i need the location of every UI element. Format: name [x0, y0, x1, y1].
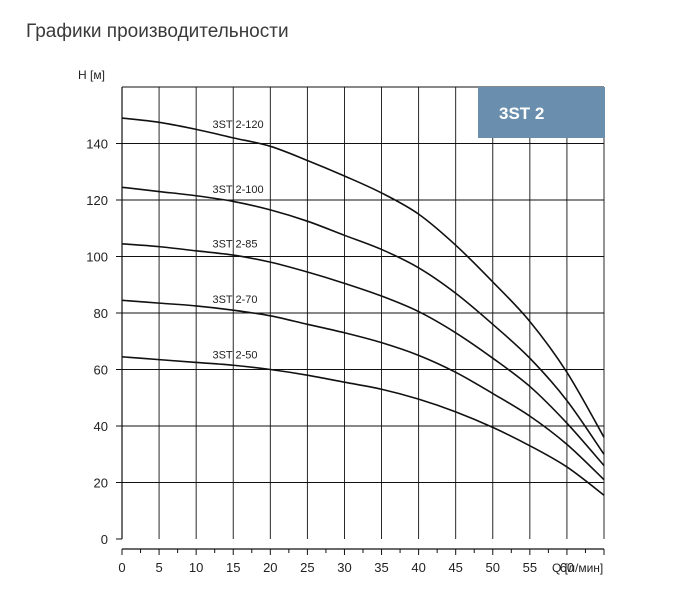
x-tick-label: 0	[118, 560, 125, 575]
x-tick-label: 55	[523, 560, 537, 575]
x-tick-label: 60	[560, 560, 574, 575]
x-tick-label: 45	[448, 560, 462, 575]
grid-layer	[122, 86, 605, 539]
x-tick-label: 5	[155, 560, 162, 575]
series-label-0: 3ST 2-120	[212, 119, 263, 131]
y-tick-label: 140	[86, 137, 108, 152]
y-tick-label: 40	[94, 419, 108, 434]
series-label-3: 3ST 2-70	[212, 294, 257, 306]
y-axis-label: H [м]	[78, 68, 105, 82]
x-tick-label: 30	[337, 560, 351, 575]
x-tick-label: 15	[226, 560, 240, 575]
axis-layer: 0 20 40 60 80 100 120 140 H [м] 0 5 10 15 20 25 30 35 40 4…	[78, 68, 605, 575]
series-curve-3	[121, 299, 605, 481]
series-label-4: 3ST 2-50	[212, 350, 257, 362]
badge-layer: 3ST 2	[478, 87, 605, 138]
x-tick-label: 25	[300, 560, 314, 575]
x-tick-label: 10	[189, 560, 203, 575]
series-label-1: 3ST 2-100	[212, 184, 263, 196]
y-tick-label: 120	[86, 193, 108, 208]
x-axis-label: Q [л/мин]	[552, 561, 603, 575]
series-curve-0	[121, 117, 605, 438]
y-tick-label: 100	[86, 250, 108, 265]
series-curve-2	[121, 242, 605, 467]
model-badge	[478, 87, 605, 138]
series-curve-1	[121, 186, 605, 455]
y-tick-label: 80	[94, 306, 108, 321]
page-title: Графики производительности	[26, 21, 289, 42]
x-tick-label: 40	[411, 560, 425, 575]
curve-layer: 3ST 2-120 3ST 2-100 3ST 2-85 3ST 2-70 3ST 2-…	[121, 117, 605, 496]
y-tick-label: 60	[94, 363, 108, 378]
model-badge-text: 3ST 2	[499, 104, 544, 123]
x-tick-label: 20	[263, 560, 277, 575]
series-curve-4	[121, 355, 605, 496]
y-tick-label: 20	[94, 476, 108, 491]
x-tick-label: 35	[374, 560, 388, 575]
y-tick-label: 0	[101, 532, 108, 547]
series-label-2: 3ST 2-85	[212, 239, 257, 251]
x-tick-label: 50	[486, 560, 500, 575]
